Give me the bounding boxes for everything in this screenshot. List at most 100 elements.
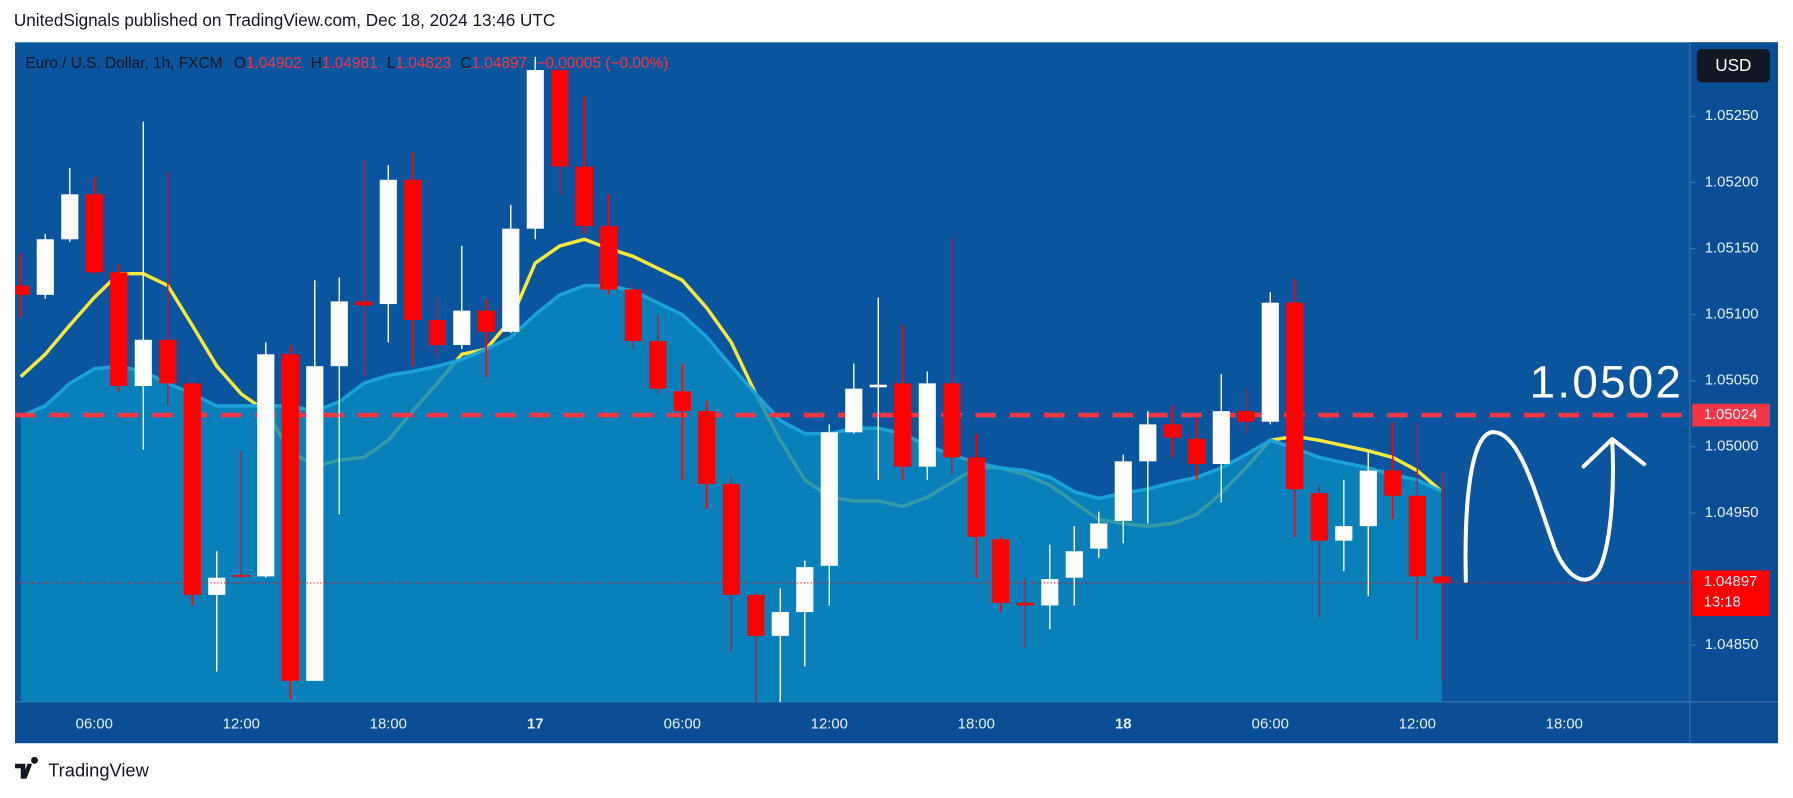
- candle-body: [1163, 424, 1181, 438]
- candle-body: [1408, 495, 1426, 577]
- legend-value: 1.04981: [322, 55, 378, 72]
- candle-body: [1041, 579, 1059, 606]
- candle-body: [1261, 302, 1279, 422]
- candle-body: [869, 384, 887, 388]
- candle-body: [1212, 411, 1230, 465]
- legend-key: O: [234, 55, 246, 72]
- candle-body: [796, 567, 814, 613]
- x-tick-label: 18:00: [370, 717, 407, 733]
- publish-header: UnitedSignals published on TradingView.c…: [14, 10, 555, 30]
- legend-line: Euro / U.S. Dollar, 1h, FXCM O1.04902 H1.0…: [25, 55, 668, 72]
- candle-body: [257, 354, 275, 577]
- y-tick-label: 1.05000: [1705, 439, 1759, 455]
- candle-body: [208, 577, 226, 595]
- x-tick-label: 06:00: [664, 717, 701, 733]
- y-tick-label: 1.04850: [1705, 637, 1759, 653]
- candle-body: [845, 388, 863, 433]
- y-tick-label: 1.05150: [1705, 240, 1759, 256]
- candle-body: [820, 432, 838, 566]
- candle-body: [1310, 493, 1328, 541]
- brand: TradingView: [15, 756, 150, 781]
- candle-body: [183, 383, 201, 595]
- candle-body: [1359, 470, 1377, 527]
- x-tick-label: 17: [527, 717, 544, 733]
- x-tick-label: 12:00: [811, 717, 848, 733]
- candle-body: [673, 391, 691, 412]
- candle-body: [85, 194, 103, 273]
- price-axis: [1689, 42, 1778, 744]
- x-tick-label: 18:00: [1546, 717, 1583, 733]
- candle-body: [1237, 411, 1255, 422]
- y-tick-label: 1.05100: [1705, 307, 1759, 323]
- candle-body: [943, 383, 961, 458]
- candle-body: [600, 226, 618, 290]
- legend-key: H: [311, 55, 322, 72]
- legend-value: 1.04823: [395, 55, 451, 72]
- candle-body: [1188, 438, 1206, 465]
- candle-body: [1384, 470, 1402, 496]
- candle-body: [330, 301, 348, 367]
- legend-key: L: [387, 55, 396, 72]
- currency-label[interactable]: USD: [1715, 55, 1751, 75]
- countdown-label: 13:18: [1704, 594, 1741, 610]
- candle-body: [624, 289, 642, 342]
- candle-body: [281, 354, 299, 681]
- legend-value: 1.04897: [471, 55, 527, 72]
- candle-body: [1090, 523, 1108, 549]
- y-tick-label: 1.05050: [1705, 373, 1759, 389]
- candle-body: [355, 301, 373, 306]
- brand-name: TradingView: [48, 760, 149, 781]
- candle-body: [159, 339, 177, 384]
- time-axis: [15, 701, 1778, 744]
- candle-body: [992, 539, 1010, 603]
- x-tick-label: 18: [1115, 717, 1132, 733]
- candle-body: [649, 341, 667, 389]
- candle-body: [15, 285, 30, 295]
- legend-value: 1.04902: [246, 55, 302, 72]
- change: −0.00005 (−0.00%): [536, 55, 668, 72]
- candle-body: [575, 166, 593, 227]
- candle-body: [306, 366, 324, 681]
- candle-body: [1065, 551, 1083, 578]
- candle-body: [1433, 576, 1451, 583]
- candle-body: [722, 483, 740, 595]
- x-tick-label: 12:00: [223, 717, 260, 733]
- candle-body: [747, 594, 765, 636]
- candle-body: [918, 383, 936, 467]
- currency-button[interactable]: [1696, 49, 1770, 83]
- brand-logo: [15, 756, 38, 779]
- x-tick-label: 18:00: [958, 717, 995, 733]
- candle-body: [36, 239, 54, 295]
- candle-body: [502, 228, 520, 332]
- plot-layer: [15, 56, 1690, 702]
- candle-body: [894, 383, 912, 467]
- candle-body: [1114, 461, 1132, 521]
- y-tick-label: 1.05200: [1705, 174, 1759, 190]
- candle-body: [698, 411, 716, 484]
- level-price-box: [1692, 403, 1770, 427]
- candle-body: [110, 272, 128, 387]
- candle-body: [134, 339, 152, 387]
- legend: Euro / U.S. Dollar, 1h, FXCM O1.04902 H1.0…: [25, 55, 668, 72]
- x-tick-label: 12:00: [1399, 717, 1436, 733]
- x-tick-label: 06:00: [1252, 717, 1289, 733]
- candle-body: [771, 612, 789, 636]
- candle-body: [967, 457, 985, 537]
- candle-body: [1016, 602, 1034, 606]
- candle-body: [1139, 424, 1157, 462]
- candle-body: [404, 179, 422, 320]
- y-tick-label: 1.05250: [1705, 108, 1759, 124]
- candle-body: [232, 575, 250, 577]
- drawn-path-arrow: [1463, 430, 1647, 583]
- annotation: 1.0502: [1530, 356, 1684, 407]
- candle-body: [379, 179, 397, 305]
- last-price-box: [1692, 570, 1770, 617]
- last-price-label: 1.04897: [1704, 574, 1758, 590]
- candle-body: [526, 70, 544, 229]
- level-price-label: 1.05024: [1704, 407, 1758, 423]
- x-tick-label: 06:00: [76, 717, 113, 733]
- symbol: Euro / U.S. Dollar, 1h, FXCM: [25, 55, 222, 72]
- candle-body: [61, 194, 79, 240]
